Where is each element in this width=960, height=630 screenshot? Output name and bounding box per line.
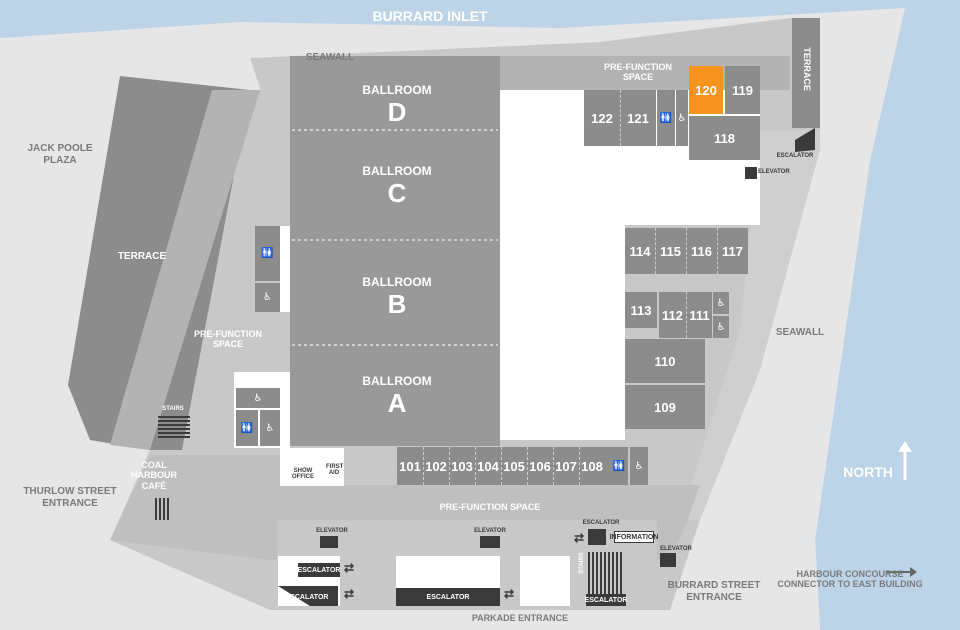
restroom-west-2: ♿ [255, 283, 280, 312]
west-terrace-label: TERRACE [117, 251, 167, 262]
stairs-pattern-burrard [588, 552, 622, 594]
restroom-west-4: 🚻 [236, 410, 258, 446]
stairs-pattern-cafe [155, 498, 169, 520]
room-114[interactable]: 114 [625, 228, 656, 274]
restroom-south-1: 🚻 [610, 447, 628, 485]
harbour-concourse-label: HARBOUR CONCOURSE CONNECTOR TO EAST BUIL… [777, 569, 923, 590]
north-label: NORTH [843, 464, 893, 480]
seawall-strip [680, 130, 820, 520]
room-116[interactable]: 116 [686, 228, 718, 274]
ballroom-block [290, 56, 500, 446]
swap-arrows-icon: ⇄ [343, 587, 355, 601]
room-106[interactable]: 106 [527, 447, 554, 485]
accessible-icon: ♿ [716, 297, 726, 309]
room-111[interactable]: 111 [686, 292, 712, 338]
east-terrace-label: TERRACE [802, 47, 813, 91]
escalator-center[interactable]: ESCALATOR [396, 588, 500, 606]
ballroom-d[interactable]: BALLROOM D [362, 83, 432, 127]
burrard-entrance-label: BURRARD STREET ENTRANCE [667, 580, 761, 603]
first-aid[interactable]: FIRST AID [326, 464, 344, 476]
room-122[interactable]: 122 [584, 90, 621, 146]
room-110[interactable]: 110 [625, 339, 705, 383]
elevator-east[interactable] [660, 553, 676, 567]
accessible-icon: ♿ [263, 292, 272, 303]
ballroom-b[interactable]: BALLROOM B [362, 275, 432, 319]
room-113[interactable]: 113 [625, 292, 657, 328]
room-118[interactable]: 118 [689, 116, 760, 160]
information-desk[interactable]: INFORMATION [610, 531, 658, 543]
coal-harbour-cafe-label: COAL HARBOUR CAFÉ [131, 460, 177, 491]
thurlow-entrance-label: THURLOW STREET ENTRANCE [23, 486, 117, 509]
ballroom-a[interactable]: BALLROOM A [362, 374, 432, 418]
accessible-icon: ♿ [634, 460, 644, 472]
elevator-west[interactable] [320, 536, 338, 548]
room-105[interactable]: 105 [501, 447, 528, 485]
room-119[interactable]: 119 [725, 66, 760, 114]
stairs-west-label: STAIRS [162, 406, 184, 412]
west-terrace-edge [110, 90, 260, 450]
escalator-west-lower[interactable]: ESCALATOR [285, 593, 329, 601]
show-office[interactable]: SHOW OFFICE [292, 468, 314, 480]
parkade-entrance-label: PARKADE ENTRANCE [471, 613, 569, 623]
room-108[interactable]: 108 [581, 458, 603, 474]
elevator-center-label: ELEVATOR [474, 528, 506, 534]
restroom-icon: 🚻 [659, 112, 673, 124]
room-120[interactable]: 120 [689, 66, 723, 114]
restroom-west-3: ♿ [236, 388, 280, 408]
restroom-east-1: ♿ [713, 292, 729, 314]
accessible-icon: ♿ [716, 321, 726, 333]
rooms-101-108 [397, 447, 612, 485]
room-121[interactable]: 121 [627, 110, 649, 126]
restroom-icon: 🚻 [240, 422, 254, 434]
burrard-inlet-label: BURRARD INLET [372, 8, 488, 24]
swap-arrows-icon: ⇄ [343, 561, 355, 575]
accessible-icon: ♿ [265, 422, 275, 434]
escalator-ne-label: ESCALATOR [776, 153, 814, 159]
restroom-icon: 🚻 [261, 248, 274, 259]
seawall-top-label: SEAWALL [305, 52, 355, 63]
restroom-east-2: ♿ [713, 316, 729, 338]
room-107[interactable]: 107 [553, 447, 580, 485]
elevator-east-label: ELEVATOR [660, 546, 692, 552]
room-115[interactable]: 115 [655, 228, 687, 274]
service-corridor [500, 90, 760, 440]
swap-arrows-icon: ⇄ [573, 531, 585, 545]
harbour-water [815, 0, 960, 630]
jack-poole-plaza-label: JACK POOLE PLAZA [27, 143, 93, 166]
restroom-west-5: ♿ [260, 410, 280, 446]
restroom-north-1: 🚻 [657, 90, 675, 146]
stairs-pattern-west [158, 416, 190, 438]
escalator-burrard-top[interactable] [588, 529, 606, 545]
ballroom-c[interactable]: BALLROOM C [362, 164, 432, 208]
elevator-west-label: ELEVATOR [316, 528, 348, 534]
prefunction-bottom-label: PRE-FUNCTION SPACE [439, 502, 541, 512]
restroom-south-2: ♿ [630, 447, 648, 485]
escalator-west-upper[interactable]: ESCALATOR [298, 563, 340, 577]
escalator-burrard-bottom[interactable]: ESCALATOR [585, 594, 627, 606]
room-112[interactable]: 112 [659, 292, 686, 338]
room-104[interactable]: 104 [475, 447, 502, 485]
prefunction-top-label: PRE-FUNCTION SPACE [604, 62, 672, 83]
east-terrace [792, 18, 820, 128]
stairs-burrard-label: STAIRS [579, 552, 585, 574]
escalator-burrard-top-label: ESCALATOR [582, 520, 620, 526]
seawall-right-label: SEAWALL [775, 327, 825, 338]
restroom-north-2: ♿ [676, 90, 688, 146]
prefunction-left-label: PRE-FUNCTION SPACE [194, 329, 262, 350]
elevator-ne-label: ELEVATOR [758, 169, 790, 175]
elevator-center[interactable] [480, 536, 500, 548]
room-109[interactable]: 109 [625, 385, 705, 429]
room-117[interactable]: 117 [722, 243, 743, 259]
swap-arrows-icon: ⇄ [503, 587, 515, 601]
accessible-icon: ♿ [253, 392, 263, 404]
room-103[interactable]: 103 [449, 447, 476, 485]
room-101[interactable]: 101 [397, 447, 424, 485]
restroom-west-1: 🚻 [255, 226, 280, 281]
room-102[interactable]: 102 [423, 447, 450, 485]
restroom-icon: 🚻 [612, 460, 626, 472]
accessible-icon: ♿ [677, 112, 687, 124]
